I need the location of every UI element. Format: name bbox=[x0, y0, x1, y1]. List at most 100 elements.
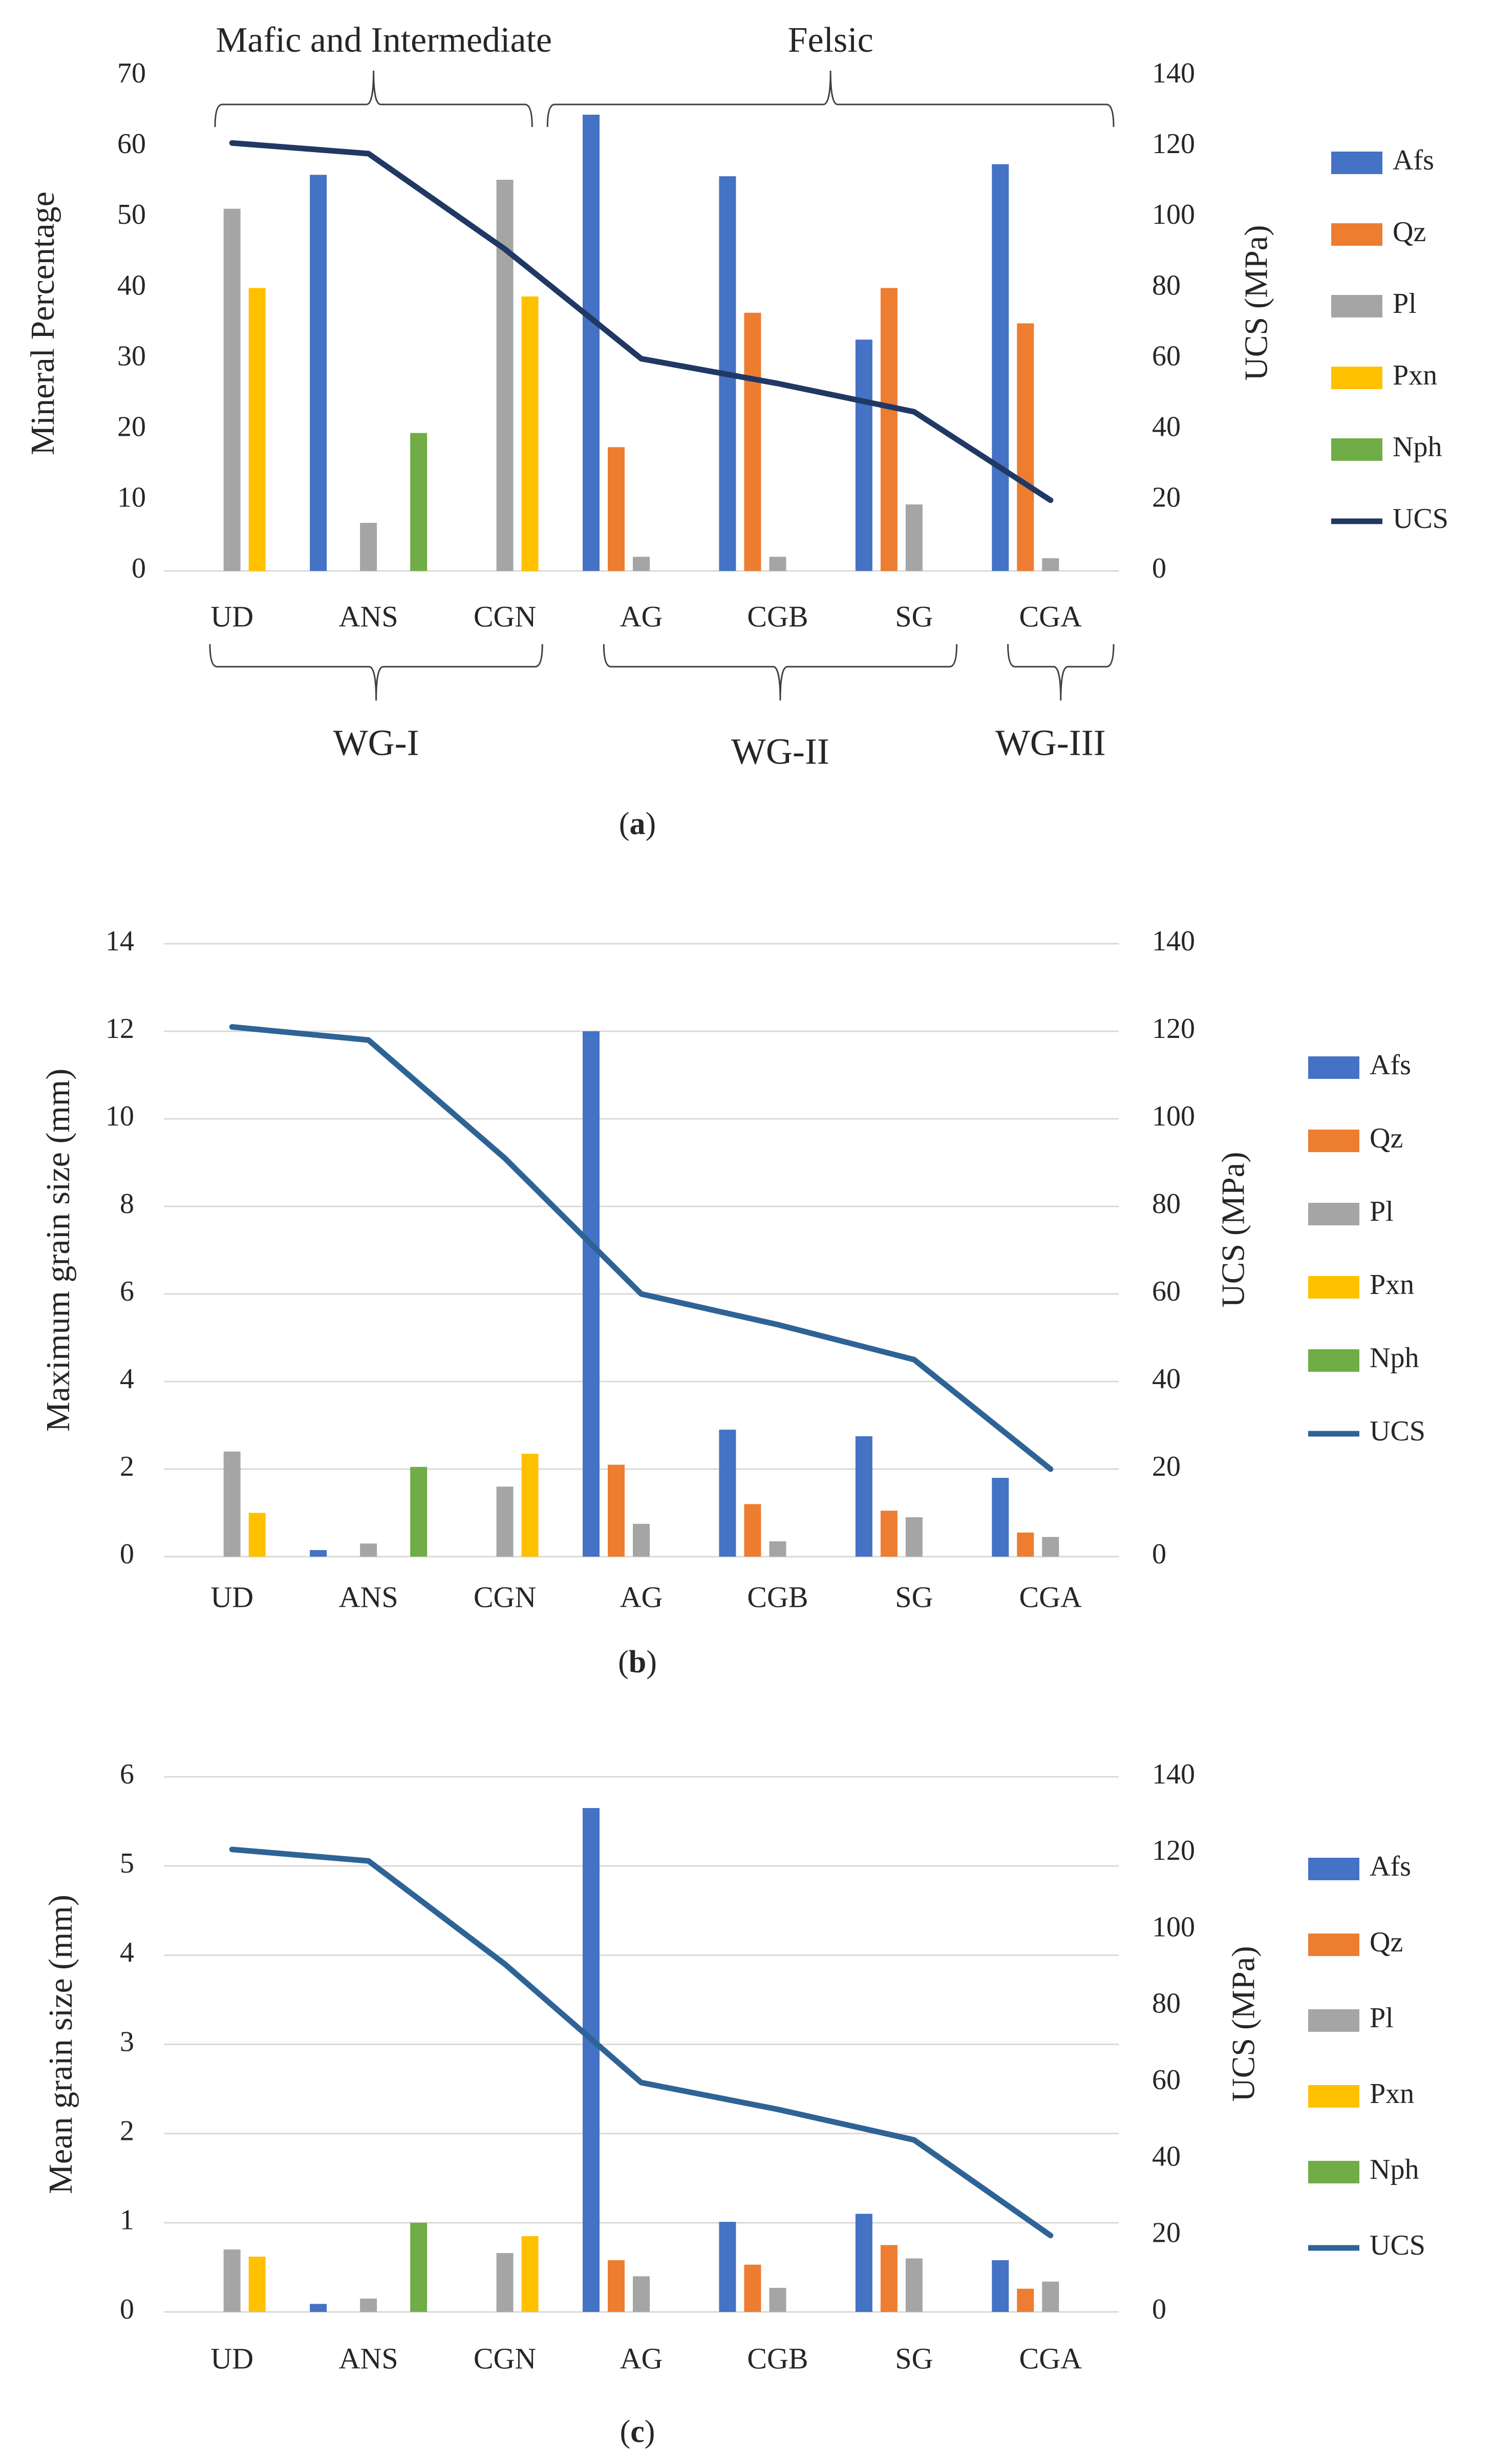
y-tick-label: 20 bbox=[117, 411, 146, 443]
bar-qz-ag bbox=[608, 1464, 625, 1557]
y-tick-label: 4 bbox=[120, 1363, 134, 1395]
y2-tick-label: 100 bbox=[1152, 1100, 1195, 1132]
bar-afs-sg bbox=[855, 339, 872, 571]
bar-pl-sg bbox=[905, 1517, 923, 1557]
legend-label-afs: Afs bbox=[1370, 1851, 1411, 1882]
y2-tick-label: 100 bbox=[1152, 1911, 1195, 1943]
legend-swatch-pxn bbox=[1331, 367, 1382, 389]
group-brace-bottom bbox=[1007, 644, 1115, 701]
bar-pl-cgn bbox=[496, 2253, 514, 2312]
category-label-cga: CGA bbox=[1019, 2342, 1082, 2375]
bar-afs-ag bbox=[583, 114, 600, 571]
y2-tick-label: 0 bbox=[1152, 2293, 1166, 2325]
legend-label-qz: Qz bbox=[1393, 216, 1426, 248]
bar-pxn-ud bbox=[248, 2257, 266, 2312]
y-tick-label: 12 bbox=[105, 1013, 134, 1045]
bar-pxn-cgn bbox=[521, 1454, 539, 1557]
y-tick-label: 3 bbox=[120, 2026, 134, 2057]
bar-afs-cgb bbox=[719, 2222, 736, 2312]
y2-axis-title: UCS (MPa) bbox=[1215, 1152, 1251, 1307]
legend-swatch-nph bbox=[1308, 2161, 1359, 2183]
group-brace-top bbox=[214, 70, 533, 128]
category-label-cgb: CGB bbox=[747, 1580, 808, 1613]
legend-label-pl: Pl bbox=[1370, 1196, 1394, 1227]
legend-swatch-nph bbox=[1331, 438, 1382, 461]
group-brace-bottom bbox=[209, 644, 543, 701]
y-tick-label: 50 bbox=[117, 199, 146, 230]
y2-tick-label: 60 bbox=[1152, 1276, 1181, 1307]
ucs-line bbox=[229, 140, 1054, 503]
category-label-ans: ANS bbox=[339, 600, 398, 633]
legend-swatch-pl bbox=[1331, 295, 1382, 317]
bar-pl-cgn bbox=[496, 1486, 514, 1557]
y-tick-label: 10 bbox=[117, 482, 146, 514]
bar-pl-cgn bbox=[496, 180, 514, 571]
legend-label-nph: Nph bbox=[1370, 2154, 1419, 2185]
category-label-ag: AG bbox=[620, 2342, 663, 2375]
legend-label-pxn: Pxn bbox=[1370, 1269, 1414, 1301]
category-label-cgb: CGB bbox=[747, 600, 808, 633]
group-label-bottom: WG-II bbox=[731, 731, 829, 772]
y2-tick-label: 0 bbox=[1152, 553, 1166, 584]
bar-afs-ans bbox=[310, 175, 327, 571]
y-tick-label: 1 bbox=[120, 2204, 134, 2236]
bar-afs-sg bbox=[855, 1436, 872, 1557]
bar-pl-ans bbox=[360, 2298, 377, 2312]
legend-label-pxn: Pxn bbox=[1393, 359, 1437, 391]
y-tick-label: 60 bbox=[117, 128, 146, 160]
bar-pl-cgb bbox=[769, 557, 786, 571]
legend-swatch-afs bbox=[1331, 152, 1382, 174]
y-tick-label: 30 bbox=[117, 340, 146, 372]
legend-label-nph: Nph bbox=[1370, 1342, 1419, 1374]
group-label-top: Mafic and Intermediate bbox=[216, 20, 552, 60]
y-tick-label: 2 bbox=[120, 2115, 134, 2147]
category-label-cgn: CGN bbox=[474, 2342, 536, 2375]
y2-tick-label: 120 bbox=[1152, 128, 1195, 160]
category-label-cga: CGA bbox=[1019, 600, 1082, 633]
legend-label-pl: Pl bbox=[1370, 2002, 1394, 2034]
y-tick-label: 0 bbox=[120, 2293, 134, 2325]
group-label-top: Felsic bbox=[788, 20, 873, 60]
y-tick-label: 10 bbox=[105, 1100, 134, 1132]
bar-afs-sg bbox=[855, 2214, 872, 2312]
category-label-ans: ANS bbox=[339, 2342, 398, 2375]
y-tick-label: 40 bbox=[117, 269, 146, 301]
y-axis-title: Mineral Percentage bbox=[24, 192, 61, 455]
y-tick-label: 0 bbox=[132, 553, 146, 584]
y2-tick-label: 20 bbox=[1152, 482, 1181, 514]
bar-afs-ans bbox=[310, 2304, 327, 2312]
legend-label-afs: Afs bbox=[1370, 1049, 1411, 1081]
y-axis-title: Mean grain size (mm) bbox=[42, 1895, 79, 2194]
bar-qz-cga bbox=[1017, 1532, 1034, 1557]
y-tick-label: 8 bbox=[120, 1188, 134, 1220]
bar-qz-cga bbox=[1017, 323, 1034, 571]
y2-tick-label: 0 bbox=[1152, 1538, 1166, 1570]
category-label-ud: UD bbox=[210, 600, 253, 633]
y-tick-label: 6 bbox=[120, 1276, 134, 1307]
bar-nph-ans bbox=[410, 1467, 428, 1557]
bar-pl-ud bbox=[223, 2249, 241, 2312]
category-label-sg: SG bbox=[895, 1580, 933, 1613]
bar-qz-sg bbox=[880, 2245, 898, 2312]
y-axis-title: Maximum grain size (mm) bbox=[39, 1069, 77, 1432]
bar-pl-cgb bbox=[769, 1541, 786, 1557]
legend-swatch-pl bbox=[1308, 1203, 1359, 1225]
bar-nph-ans bbox=[410, 433, 428, 571]
y2-tick-label: 20 bbox=[1152, 2217, 1181, 2249]
bar-pl-sg bbox=[905, 2258, 923, 2312]
y2-tick-label: 40 bbox=[1152, 411, 1181, 443]
chart-panel-a: 0 10 20 30 40 50 60 70 0 20 40 60 80 100 120 140 Mineral… bbox=[24, 20, 1448, 841]
bar-pl-ag bbox=[633, 1523, 650, 1557]
bar-pl-cga bbox=[1042, 1537, 1059, 1557]
legend-label-qz: Qz bbox=[1370, 1926, 1403, 1958]
bar-pl-ag bbox=[633, 2276, 650, 2312]
legend-label-nph: Nph bbox=[1393, 431, 1442, 463]
y2-tick-label: 100 bbox=[1152, 199, 1195, 230]
ucs-line bbox=[229, 1024, 1054, 1472]
bar-pxn-ud bbox=[248, 288, 266, 571]
bar-pl-ud bbox=[223, 208, 241, 571]
bar-afs-cga bbox=[992, 1478, 1009, 1557]
